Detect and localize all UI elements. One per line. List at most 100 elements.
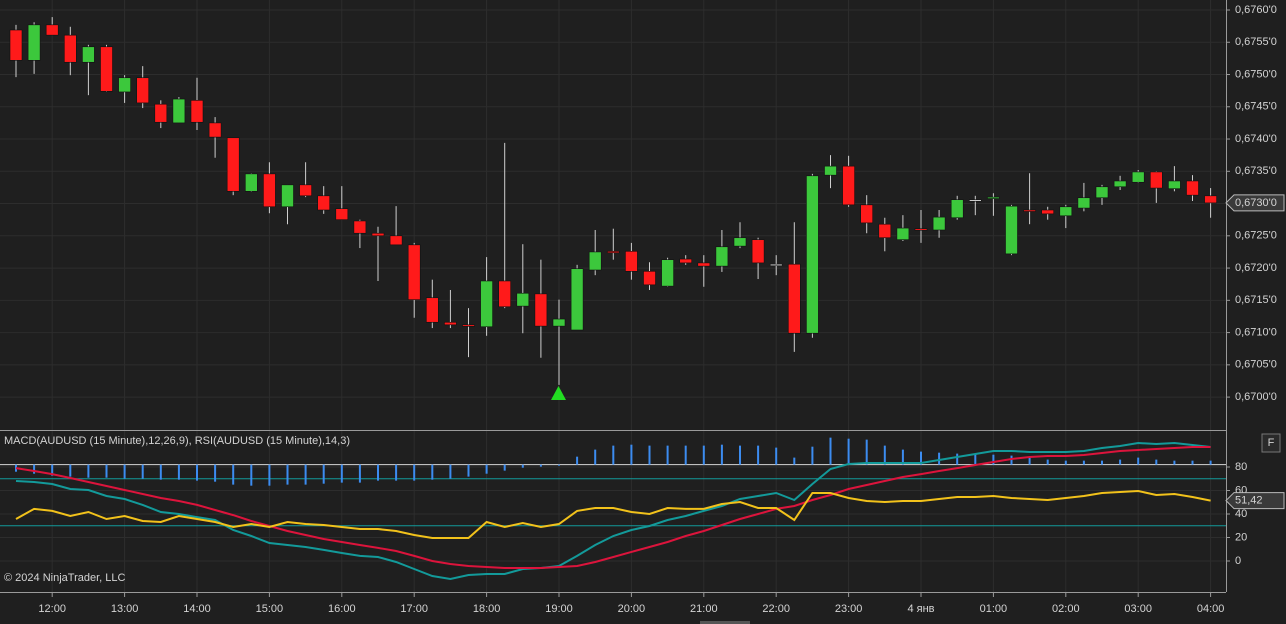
histogram-bar xyxy=(901,449,904,465)
histogram-bar xyxy=(33,464,36,474)
candle-body xyxy=(407,244,421,300)
histogram-bar xyxy=(702,445,705,465)
copyright: © 2024 NinjaTrader, LLC xyxy=(4,572,125,584)
panel-button-label[interactable]: F xyxy=(1268,437,1275,449)
y-tick-label: 0,6745'0 xyxy=(1235,101,1277,113)
x-tick-label: 13:00 xyxy=(111,603,139,615)
candle-body xyxy=(932,216,946,231)
candle-body xyxy=(154,103,168,123)
histogram-bar xyxy=(757,445,760,465)
scrollbar[interactable] xyxy=(700,621,750,624)
candle-body xyxy=(299,184,312,197)
histogram-bar xyxy=(304,464,307,485)
histogram-bar xyxy=(1101,460,1103,465)
histogram-bar xyxy=(322,464,325,484)
candle-body xyxy=(987,196,1000,199)
candle-body xyxy=(245,173,258,192)
histogram-bar xyxy=(395,464,398,481)
x-tick-label: 23:00 xyxy=(835,603,863,615)
histogram-bar xyxy=(1119,459,1122,465)
candle-body xyxy=(1077,197,1091,209)
buy-signal-marker xyxy=(551,386,566,400)
candle-body xyxy=(498,280,512,308)
candle-body xyxy=(697,262,711,267)
histogram-bar xyxy=(1155,459,1158,465)
candle-body xyxy=(715,246,729,267)
x-tick-label: 18:00 xyxy=(473,603,501,615)
y-tick-label: 0,6755'0 xyxy=(1235,36,1277,48)
candle-body xyxy=(64,34,77,63)
candle-body xyxy=(824,165,837,176)
candle-body xyxy=(679,258,693,264)
histogram-bar xyxy=(105,464,108,478)
candle-body xyxy=(896,227,910,240)
histogram-bar xyxy=(811,446,814,465)
candle-body xyxy=(226,137,240,192)
x-tick-label: 22:00 xyxy=(762,603,790,615)
candle-body xyxy=(1095,186,1109,199)
last-value-label: 51,42 xyxy=(1235,494,1263,506)
x-tick-label: 04:00 xyxy=(1197,603,1225,615)
x-tick-label: 03:00 xyxy=(1124,603,1152,615)
x-tick-label: 19:00 xyxy=(545,603,573,615)
histogram-bar xyxy=(847,438,850,465)
candle-body xyxy=(444,321,457,326)
candle-body xyxy=(172,98,186,124)
histogram-bar xyxy=(232,464,235,485)
y-tick-label: 80 xyxy=(1235,461,1247,473)
histogram-bar xyxy=(1191,460,1194,465)
panel-button[interactable] xyxy=(1261,433,1281,453)
last-price-label: 0,6730'0 xyxy=(1235,197,1277,209)
x-tick-label: 4 янв xyxy=(907,603,934,615)
histogram-bar xyxy=(1209,460,1212,465)
indicator-line xyxy=(15,446,1211,569)
candle-body xyxy=(462,324,475,327)
candle-body xyxy=(1113,180,1127,188)
candle-body xyxy=(82,46,95,63)
histogram-bar xyxy=(684,445,687,465)
histogram-bar xyxy=(1173,460,1176,465)
histogram-bar xyxy=(141,464,144,479)
histogram-bar xyxy=(720,444,723,465)
histogram-bar xyxy=(1137,457,1140,465)
histogram-bar xyxy=(829,437,832,465)
x-tick-label: 12:00 xyxy=(38,603,66,615)
y-tick-label: 0,6750'0 xyxy=(1235,68,1277,80)
histogram-bar xyxy=(594,449,597,465)
candle-body xyxy=(625,250,638,272)
histogram-bar xyxy=(340,464,343,483)
candle-body xyxy=(643,270,656,286)
candle-body xyxy=(100,46,113,92)
histogram-bar xyxy=(87,464,90,478)
y-tick-label: 0,6705'0 xyxy=(1235,359,1277,371)
candle-body xyxy=(1150,171,1163,189)
histogram-bar xyxy=(775,447,778,465)
y-tick-label: 0,6760'0 xyxy=(1235,4,1277,16)
last-value-flag xyxy=(1225,492,1285,510)
histogram-bar xyxy=(467,464,470,477)
histogram-bar xyxy=(196,464,198,481)
histogram-bar xyxy=(920,451,922,465)
indicator-line xyxy=(15,441,1211,581)
histogram-bar xyxy=(286,464,289,485)
histogram-bar xyxy=(1064,460,1067,465)
histogram-bar xyxy=(123,464,126,479)
candle-body xyxy=(118,77,131,93)
histogram-bar xyxy=(1046,459,1049,465)
histogram-bar xyxy=(1028,456,1031,465)
candle-body xyxy=(480,280,493,328)
histogram-bar xyxy=(539,464,542,467)
histogram-bar xyxy=(69,464,72,477)
histogram-bar xyxy=(1082,460,1085,465)
candle-body xyxy=(588,251,602,271)
histogram-bar xyxy=(413,464,416,481)
histogram-bar xyxy=(938,452,941,465)
y-tick-label: 0,6715'0 xyxy=(1235,294,1277,306)
candle-body xyxy=(534,293,548,327)
candle-body xyxy=(27,24,41,61)
candle-body xyxy=(190,100,204,123)
histogram-bar xyxy=(666,445,669,465)
y-tick-label: 0,6725'0 xyxy=(1235,230,1277,242)
